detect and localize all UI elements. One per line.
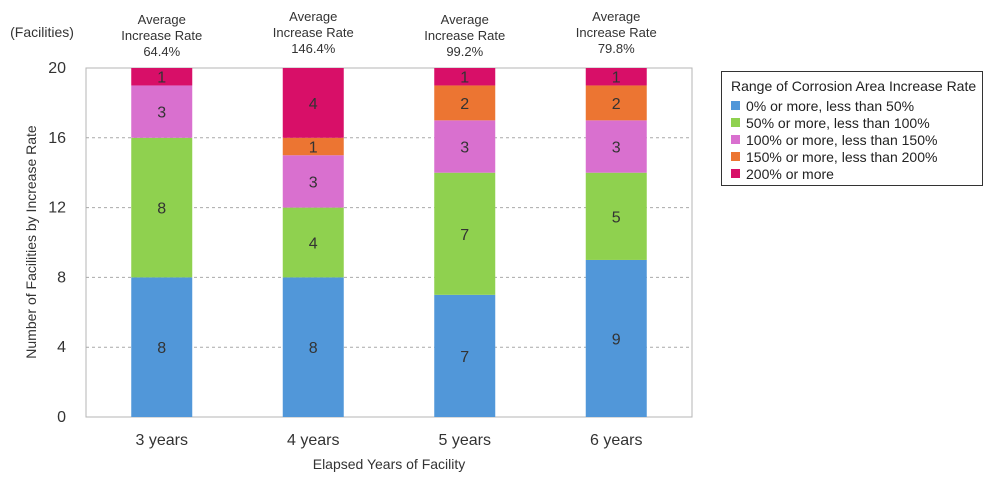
bar-segment-5-years-0-or-more-less-than-50 [434,294,496,417]
legend-swatch [731,101,740,110]
bar-segment-3-years-50-or-more-less-than-100 [131,137,193,278]
x-axis-title: Elapsed Years of Facility [313,456,466,472]
legend-label: 150% or more, less than 200% [746,148,938,165]
data-label: 7 [460,227,469,244]
x-tick-label: 6 years [590,432,642,449]
y-unit-label: (Facilities) [10,24,74,40]
average-annotation-line: Increase Rate [273,25,354,40]
x-axis-ticks: 3 years 4 years 5 years 6 years [136,432,643,449]
y-axis-ticks: 0 4 8 12 16 20 [48,60,66,426]
bar-segment-6-years-0-or-more-less-than-50 [585,259,647,417]
y-axis-title: Number of Facilities by Increase Rate [23,125,39,359]
average-annotation-line: 79.8% [598,41,635,56]
legend-swatch [731,152,740,161]
bar-segment-5-years-100-or-more-less-than-150 [434,120,496,173]
average-annotation-line: Average [138,12,186,27]
average-annotation-line: 64.4% [143,44,180,59]
bar-segment-6-years-200-or-more [585,68,647,86]
data-label: 4 [309,236,318,253]
data-label: 1 [460,70,469,87]
bar-segment-6-years-150-or-more-less-than-200 [585,85,647,121]
bar-segment-3-years-0-or-more-less-than-50 [131,277,193,417]
legend: Range of Corrosion Area Increase Rate 0%… [721,71,983,186]
legend-swatch [731,169,740,178]
data-label: 3 [460,140,469,157]
data-label: 8 [157,201,166,218]
data-label: 8 [309,340,318,357]
y-tick-label: 20 [48,60,66,77]
legend-label: 100% or more, less than 150% [746,131,938,148]
average-annotation-line: Average [441,12,489,27]
legend-title: Range of Corrosion Area Increase Rate [731,78,977,94]
x-tick-label: 3 years [136,432,188,449]
y-tick-label: 8 [57,269,66,286]
legend-item-150-or-more-less-than-200: 150% or more, less than 200% [731,148,982,165]
x-tick-label: 4 years [287,432,339,449]
average-annotation-line: 99.2% [446,44,483,59]
bar-segment-4-years-100-or-more-less-than-150 [282,155,344,208]
y-tick-label: 4 [57,339,66,356]
average-annotation-line: Increase Rate [121,28,202,43]
legend-items: 0% or more, less than 50% 50% or more, le… [731,97,982,182]
bar-segment-5-years-50-or-more-less-than-100 [434,172,496,295]
average-annotation-line: Increase Rate [576,25,657,40]
y-tick-label: 16 [48,130,66,147]
y-tick-label: 0 [57,409,66,426]
data-label: 5 [612,209,621,226]
legend-item-0-or-more-less-than-50: 0% or more, less than 50% [731,97,982,114]
data-label: 9 [612,331,621,348]
bar-segment-4-years-50-or-more-less-than-100 [282,207,344,278]
data-label: 8 [157,340,166,357]
bar-segment-3-years-100-or-more-less-than-150 [131,85,193,138]
bar-segment-3-years-200-or-more [131,68,193,86]
bar-segment-5-years-200-or-more [434,68,496,86]
bar-segment-6-years-100-or-more-less-than-150 [585,120,647,173]
legend-label: 0% or more, less than 50% [746,97,915,114]
data-label: 1 [612,70,621,87]
data-label: 3 [157,105,166,122]
data-label: 7 [460,349,469,366]
data-label: 3 [612,140,621,157]
average-annotation-line: 146.4% [291,41,336,56]
average-annotation-line: Average [289,9,337,24]
bar-segment-4-years-150-or-more-less-than-200 [282,137,344,156]
bar-segment-4-years-0-or-more-less-than-50 [282,277,344,417]
average-annotation-line: Average [592,9,640,24]
bars: 8 8 3 1 8 4 3 1 4 7 7 3 2 1 9 5 3 2 1 [131,68,647,417]
legend-label: 50% or more, less than 100% [746,114,930,131]
data-label: 1 [157,70,166,87]
bar-segment-4-years-200-or-more [282,68,344,138]
y-tick-label: 12 [48,200,66,217]
legend-swatch [731,135,740,144]
legend-item-100-or-more-less-than-150: 100% or more, less than 150% [731,131,982,148]
bar-segment-5-years-150-or-more-less-than-200 [434,85,496,121]
legend-label: 200% or more [746,165,834,182]
data-label: 3 [309,174,318,191]
data-label: 2 [612,96,621,113]
data-label: 4 [309,96,318,113]
legend-item-50-or-more-less-than-100: 50% or more, less than 100% [731,114,982,131]
data-label: 1 [309,140,318,157]
data-label: 2 [460,96,469,113]
x-tick-label: 5 years [439,432,491,449]
legend-item-200-or-more: 200% or more [731,165,982,182]
legend-swatch [731,118,740,127]
bar-segment-6-years-50-or-more-less-than-100 [585,172,647,260]
average-annotation-line: Increase Rate [424,28,505,43]
